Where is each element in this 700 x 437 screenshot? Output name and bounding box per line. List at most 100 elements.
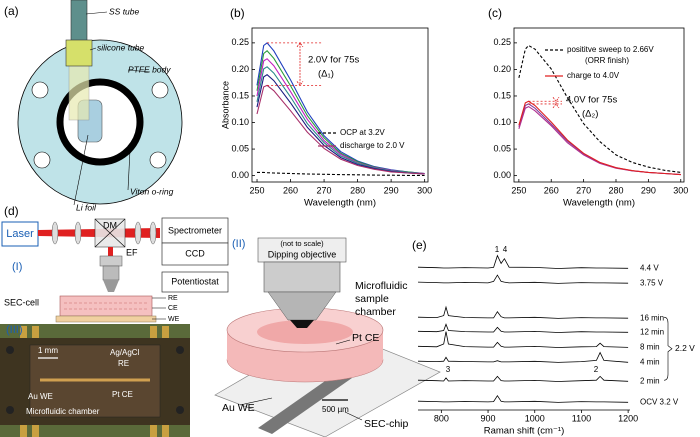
x-tick-label: 260 [283, 185, 298, 195]
bracket-label: 2.2 V [675, 343, 695, 353]
label: SEC-chip [364, 418, 409, 430]
legend-note: (ORR finish) [585, 56, 629, 65]
data-line [256, 66, 425, 175]
annotation-guide [528, 100, 562, 105]
data-line [257, 171, 425, 177]
label: WE [168, 316, 180, 323]
label: Spectrometer [168, 225, 222, 235]
label: Viton o-ring [130, 186, 174, 196]
panel-label: (d) [4, 204, 19, 218]
annotation: 4.0V for 75s [566, 95, 617, 106]
label: EF [126, 247, 138, 257]
annotation: (Δ₁) [318, 69, 334, 80]
y-tick-label: 0.10 [493, 117, 511, 127]
label: (III) [6, 324, 23, 336]
label: Microfluidic [355, 280, 408, 292]
x-tick-label: 1000 [525, 413, 545, 423]
y-axis-label: Absorbance [220, 81, 230, 129]
label: Dipping objective [268, 249, 337, 259]
bracket [663, 316, 673, 381]
annotation: (Δ₂) [582, 109, 598, 120]
series-label: 2 min [640, 376, 660, 385]
data-line [417, 323, 629, 333]
peak-label: 3 [446, 365, 451, 374]
series-label: 12 min [640, 327, 664, 336]
label: (I) [12, 261, 22, 273]
x-tick-label: 280 [350, 185, 365, 195]
setup-diagram [1, 217, 229, 323]
series-label: 4 min [640, 357, 660, 366]
data-line [256, 50, 425, 175]
data-line [417, 375, 629, 382]
label: Pt CE [112, 390, 133, 399]
label: (not to scale) [280, 239, 324, 248]
x-axis-label: Raman shift (cm⁻¹) [484, 426, 565, 437]
legend-label: charge to 4.0V [567, 71, 620, 80]
label: SEC-cell [4, 297, 39, 307]
data-line [417, 254, 629, 269]
x-tick-label: 900 [481, 413, 496, 423]
label: Au WE [28, 392, 53, 401]
photo [0, 324, 190, 437]
y-tick-label: 0.00 [231, 170, 249, 180]
legend-label: discharge to 2.0 V [340, 141, 405, 150]
panel-label: (a) [4, 4, 19, 18]
x-tick-label: 300 [673, 185, 688, 195]
plot-frame [251, 27, 429, 183]
label: chamber [355, 306, 396, 318]
label: RE [168, 295, 178, 302]
label: CCD [185, 248, 205, 258]
label: Ag/AgCl [110, 348, 140, 357]
label: silicone tube [97, 42, 145, 52]
series-label: 8 min [640, 342, 660, 351]
x-tick-label: 1100 [572, 413, 591, 423]
peak-label: 1 [495, 245, 500, 254]
y-tick-label: 0.00 [493, 170, 511, 180]
y-tick-label: 0.20 [231, 64, 249, 74]
series-label: 16 min [640, 313, 664, 322]
label: 500 µm [322, 405, 349, 414]
panel-label: (e) [412, 238, 427, 252]
y-tick-label: 0.05 [493, 143, 511, 153]
label: sample [355, 293, 389, 305]
label: Potentiostat [171, 276, 219, 286]
y-tick-label: 0.15 [231, 90, 249, 100]
y-tick-label: 0.10 [231, 117, 249, 127]
peak-label: 2 [594, 365, 599, 374]
data-line [417, 394, 629, 403]
label: 1 mm [38, 346, 58, 355]
label: Au WE [222, 402, 255, 414]
y-tick-label: 0.15 [493, 90, 511, 100]
cell-diagram [17, 0, 183, 206]
series-label: 4.4 V [640, 263, 659, 272]
panel-label: (c) [488, 6, 502, 20]
data-line [417, 305, 629, 319]
y-tick-label: 0.05 [231, 143, 249, 153]
label: Li foil [76, 202, 97, 212]
label: SS tube [109, 6, 140, 16]
panel-label: (b) [230, 6, 245, 20]
x-tick-label: 1200 [618, 413, 638, 423]
label: Laser [6, 228, 34, 240]
plot-frame [513, 27, 685, 183]
annotation-arrow [552, 97, 560, 109]
series-label: 3.75 V [640, 278, 664, 287]
peak-label: 4 [503, 245, 508, 254]
label: PTFE body [128, 64, 171, 74]
x-tick-label: 290 [384, 185, 399, 195]
label: DM [103, 220, 117, 230]
x-tick-label: 300 [417, 185, 432, 195]
annotation-guide [267, 42, 322, 86]
y-tick-label: 0.20 [493, 64, 511, 74]
x-axis-label: Wavelength (nm) [304, 198, 376, 209]
legend-label: posititve sweep to 2.66V [567, 45, 654, 54]
x-axis-label: Wavelength (nm) [563, 198, 635, 209]
x-tick-label: 250 [511, 185, 526, 195]
label: (II) [232, 238, 245, 250]
annotation-arrow [296, 42, 304, 87]
x-tick-label: 280 [608, 185, 623, 195]
legend-label: OCP at 3.2V [340, 128, 385, 137]
x-tick-label: 260 [544, 185, 559, 195]
label: CE [168, 305, 178, 312]
